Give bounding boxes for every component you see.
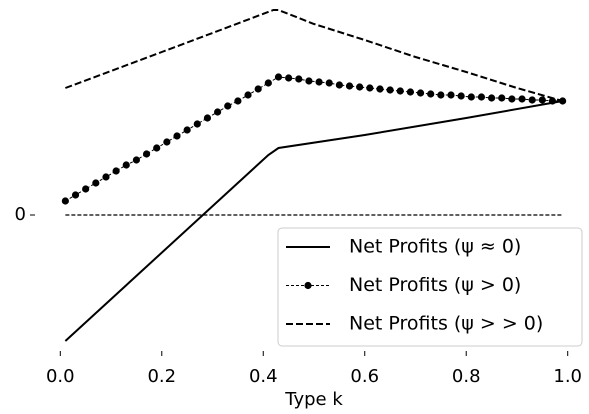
marker xyxy=(92,179,100,187)
marker xyxy=(244,91,252,99)
marker xyxy=(153,144,161,152)
marker xyxy=(315,78,323,86)
marker xyxy=(142,150,151,158)
series-line xyxy=(65,9,563,102)
marker xyxy=(366,84,374,92)
marker xyxy=(274,73,283,81)
marker xyxy=(416,89,425,97)
x-tick-label: 1.0 xyxy=(553,366,582,387)
marker xyxy=(437,91,445,99)
marker xyxy=(173,132,181,140)
legend-label: Net Profits (ψ ≈ 0) xyxy=(349,236,521,258)
marker xyxy=(82,185,90,193)
marker xyxy=(224,102,232,110)
marker xyxy=(234,97,242,105)
marker xyxy=(528,96,536,104)
marker xyxy=(518,95,526,103)
x-tick-label: 0.4 xyxy=(249,366,278,387)
legend-label: Net Profits (ψ > > 0) xyxy=(349,313,543,335)
marker xyxy=(102,173,110,181)
marker xyxy=(386,86,394,94)
marker xyxy=(213,108,222,116)
marker xyxy=(427,90,435,98)
marker xyxy=(305,77,313,85)
marker xyxy=(163,138,171,146)
marker xyxy=(193,120,201,128)
x-tick-label: 0.8 xyxy=(452,366,481,387)
marker xyxy=(477,93,486,101)
marker xyxy=(396,87,404,95)
marker xyxy=(285,74,293,82)
series-line xyxy=(65,76,563,202)
legend-marker xyxy=(304,281,312,290)
marker xyxy=(345,82,354,90)
marker xyxy=(498,94,506,102)
marker xyxy=(467,93,475,101)
marker xyxy=(71,191,80,199)
marker xyxy=(457,92,465,100)
marker xyxy=(376,85,384,93)
marker xyxy=(264,79,272,87)
marker xyxy=(447,91,455,99)
legend-label: Net Profits (ψ > 0) xyxy=(349,274,521,296)
marker xyxy=(183,126,191,134)
y-tick-label: 0 xyxy=(15,204,26,225)
marker xyxy=(487,94,496,102)
marker xyxy=(112,167,120,175)
marker xyxy=(122,161,130,169)
marker xyxy=(254,85,262,93)
marker xyxy=(295,75,303,83)
legend: Net Profits (ψ ≈ 0) Net Profits (ψ > 0) Ne… xyxy=(277,227,583,347)
marker xyxy=(325,79,333,87)
legend-box xyxy=(277,227,583,347)
marker xyxy=(335,81,343,89)
marker xyxy=(548,97,557,105)
marker xyxy=(538,96,546,104)
x-tick-label: 0.0 xyxy=(46,366,75,387)
marker xyxy=(61,197,69,205)
marker xyxy=(132,156,141,164)
x-axis-label: Type k xyxy=(284,389,343,410)
x-tick-label: 0.2 xyxy=(147,366,176,387)
series-line xyxy=(64,100,563,342)
marker xyxy=(406,88,415,96)
x-tick-label: 0.6 xyxy=(350,366,379,387)
marker xyxy=(508,95,516,103)
marker xyxy=(356,83,364,91)
marker xyxy=(203,114,212,122)
